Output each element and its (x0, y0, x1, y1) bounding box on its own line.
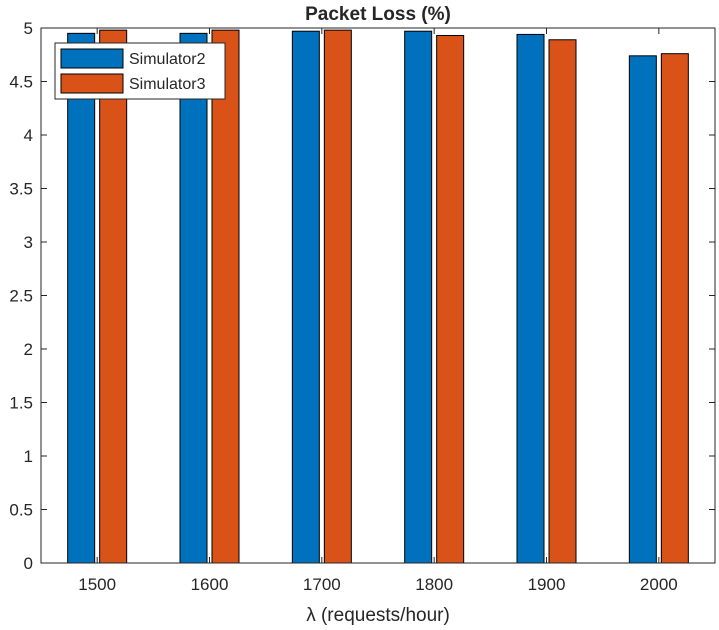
bar-simulator2-1800 (404, 30, 433, 564)
bar-simulator3-1800 (436, 34, 465, 564)
legend-label-simulator2: Simulator2 (129, 51, 206, 68)
y-tick-label: 5 (24, 19, 33, 38)
bar-simulator2-2000 (628, 55, 657, 564)
x-tick-label: 1900 (528, 575, 566, 594)
legend: Simulator2 Simulator3 (54, 42, 226, 100)
plot-area (41, 28, 715, 563)
bar-simulator3-1500 (99, 29, 128, 564)
x-tick-label: 1600 (191, 575, 229, 594)
legend-swatch-simulator2 (60, 48, 124, 69)
bar-simulator3-1600 (211, 29, 240, 564)
plot-frame (40, 27, 716, 564)
y-tick-label: 3.5 (9, 180, 33, 199)
y-axis: 0 0.5 1 1.5 2 2.5 3 3.5 4 4.5 5 (9, 19, 715, 573)
x-tick-label: 1500 (78, 575, 116, 594)
bar-simulator2-1500 (67, 32, 96, 564)
y-tick-label: 1 (24, 447, 33, 466)
x-tick-label: 2000 (640, 575, 678, 594)
y-tick-label: 1.5 (9, 394, 33, 413)
x-tick-label: 1800 (415, 575, 453, 594)
y-tick-label: 0 (24, 554, 33, 573)
legend-label-simulator3: Simulator3 (129, 76, 206, 93)
y-tick-label: 4.5 (9, 73, 33, 92)
legend-swatch-simulator3 (60, 73, 124, 94)
y-tick-label: 2 (24, 340, 33, 359)
bar-simulator3-1700 (323, 29, 352, 564)
y-tick-label: 3 (24, 233, 33, 252)
bar-simulator3-2000 (660, 53, 689, 564)
bar-simulator2-1600 (179, 32, 208, 564)
bar-simulator2-1700 (291, 30, 320, 564)
bar-simulator2-1900 (516, 33, 545, 564)
y-tick-label: 4 (24, 126, 33, 145)
y-tick-label: 0.5 (9, 501, 33, 520)
bars-group (67, 29, 689, 564)
chart-title: Packet Loss (%) (305, 4, 451, 25)
y-tick-label: 2.5 (9, 287, 33, 306)
bar-simulator3-1900 (548, 39, 577, 564)
x-tick-label: 1700 (303, 575, 341, 594)
x-axis-label: λ (requests/hour) (306, 605, 450, 626)
x-axis: 1500 1600 1700 1800 1900 2000 (78, 28, 678, 594)
